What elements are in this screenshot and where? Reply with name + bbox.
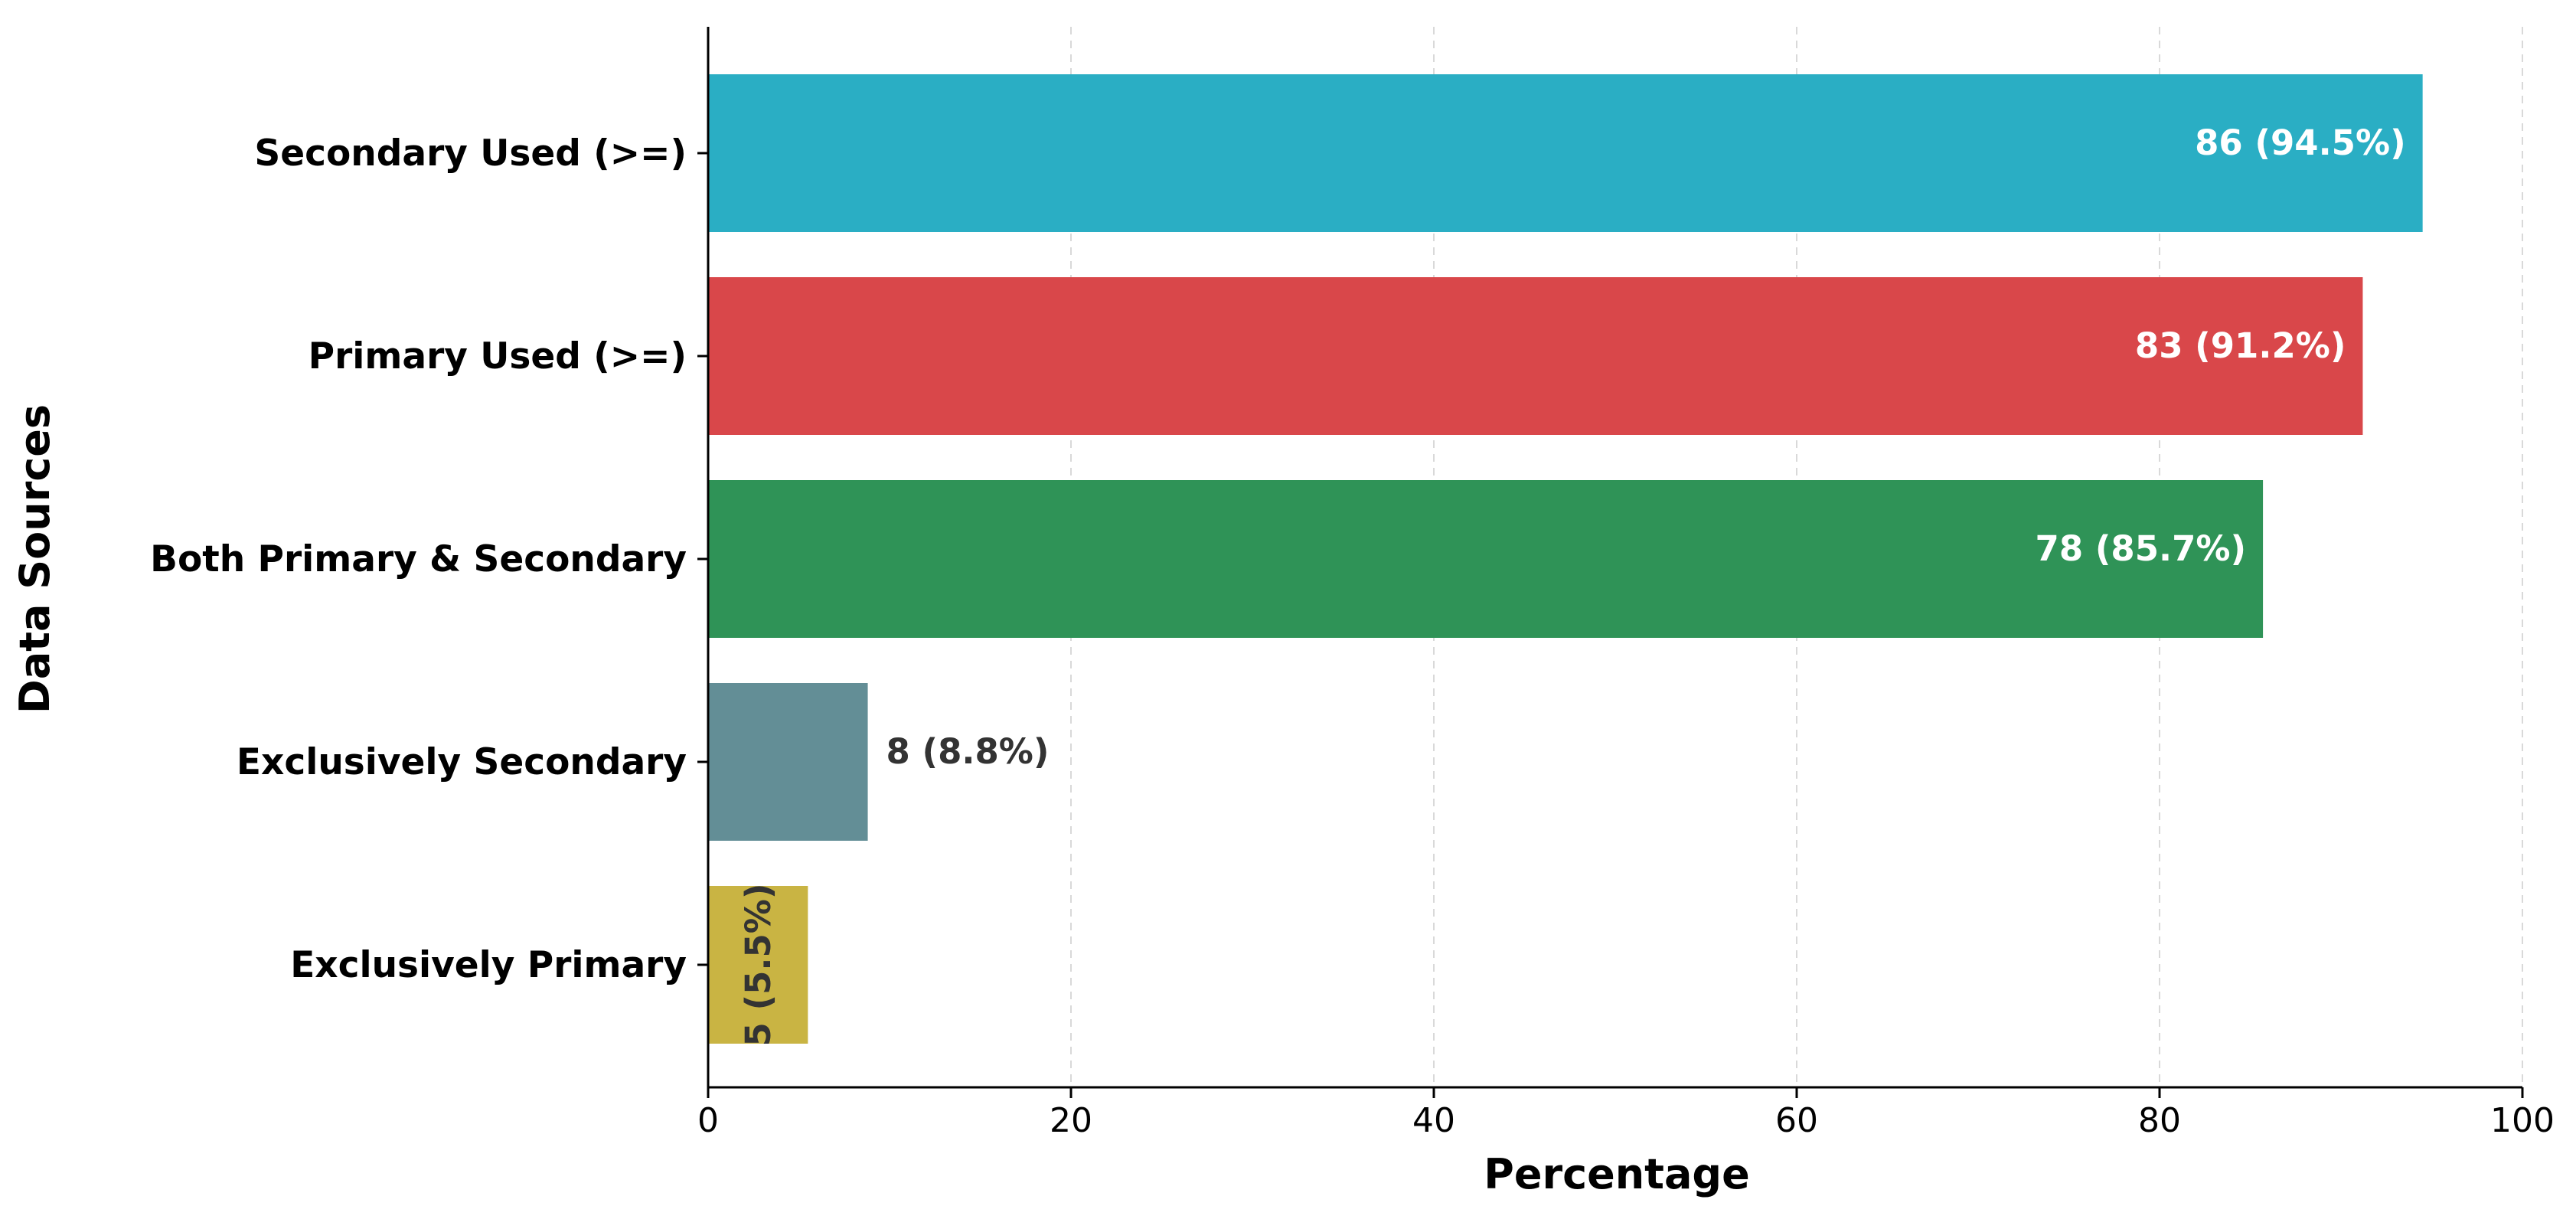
- x-tick-label: 80: [2138, 1101, 2181, 1140]
- bar: [708, 480, 2264, 638]
- bar-data-labels: 86 (94.5%) 83 (91.2%) 78 (85.7%) 8 (8.8%) 5 …: [738, 123, 2405, 1046]
- bar-data-label: 8 (8.8%): [886, 731, 1050, 772]
- bar-data-label: 5 (5.5%): [738, 884, 779, 1047]
- x-axis-ticks: 0 20 40 60 80 100: [697, 1087, 2555, 1140]
- category-labels: Secondary Used (>=) Primary Used (>=) Both…: [150, 132, 708, 986]
- axes: [707, 27, 2522, 1089]
- category-label: Both Primary & Secondary: [150, 538, 687, 580]
- x-axis-title: Percentage: [1484, 1150, 1749, 1198]
- bar-data-label: 83 (91.2%): [2135, 325, 2346, 366]
- category-label: Secondary Used (>=): [254, 132, 687, 175]
- x-tick-label: 60: [1775, 1101, 1818, 1140]
- x-tick-label: 20: [1050, 1101, 1092, 1140]
- x-tick-label: 40: [1412, 1101, 1455, 1140]
- bar-data-label: 78 (85.7%): [2036, 528, 2247, 569]
- bar: [708, 74, 2423, 232]
- x-tick-label: 0: [697, 1101, 719, 1140]
- x-tick-label: 100: [2490, 1101, 2555, 1140]
- category-label: Exclusively Secondary: [237, 741, 687, 783]
- y-axis-title: Data Sources: [11, 404, 59, 714]
- bar: [708, 277, 2363, 435]
- bar-data-label: 86 (94.5%): [2195, 123, 2406, 163]
- category-label: Primary Used (>=): [309, 335, 687, 377]
- bar: [708, 683, 868, 841]
- bars: [708, 74, 2423, 1044]
- category-label: Exclusively Primary: [290, 944, 687, 986]
- bar: [708, 886, 808, 1044]
